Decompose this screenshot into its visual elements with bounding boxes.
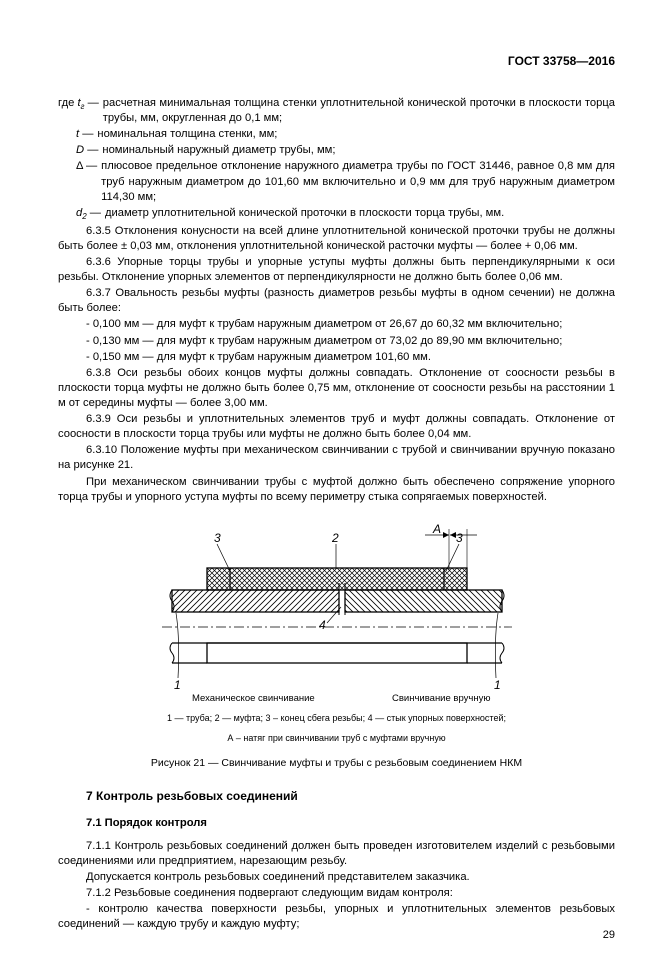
para-636: 6.3.6 Упорные торцы трубы и упорные усту… [58, 255, 615, 285]
standard-header: ГОСТ 33758—2016 [58, 54, 615, 68]
para-637a: - 0,100 мм — для муфт к трубам наружным … [58, 317, 615, 332]
para-637c: - 0,150 мм — для муфт к трубам наружным … [58, 350, 615, 365]
fig-num-3l: 3 [214, 531, 221, 545]
def-sym-4: d2 — [58, 206, 101, 223]
page-number: 29 [603, 929, 615, 941]
section-7-title: 7 Контроль резьбовых соединений [58, 789, 615, 803]
figure-legend-2: А – натяг при свинчивании труб с муфтами… [58, 733, 615, 743]
fig-num-2: 2 [331, 531, 339, 545]
fig-num-4: 4 [319, 618, 326, 632]
definitions-block: где tг —расчетная минимальная толщина ст… [58, 96, 615, 223]
figure-svg: 3 2 3 А 4 1 1 Механическое свинчивание С… [132, 523, 542, 703]
def-txt-1: номинальная толщина стенки, мм; [93, 127, 615, 142]
figure-caption: Рисунок 21 — Свинчивание муфты и трубы с… [58, 757, 615, 769]
body-text: где tг —расчетная минимальная толщина ст… [58, 96, 615, 505]
def-txt-3: плюсовое предельное отклонение наружного… [97, 159, 615, 204]
figure-21: 3 2 3 А 4 1 1 Механическое свинчивание С… [58, 523, 615, 769]
def-txt-4: диаметр уплотнительной конической проточ… [101, 206, 615, 223]
para-639: 6.3.9 Оси резьбы и уплотнительных элемен… [58, 412, 615, 442]
section-7-body: 7.1.1 Контроль резьбовых соединений долж… [58, 839, 615, 933]
para-638: 6.3.8 Оси резьбы обоих концов муфты долж… [58, 366, 615, 411]
def-sym-1: t — [58, 127, 93, 142]
fig-label-right: Свинчивание вручную [392, 693, 490, 703]
para-711b: Допускается контроль резьбовых соединени… [58, 870, 615, 885]
def-sym-0: где tг — [58, 96, 99, 126]
def-txt-2: номинальный наружный диаметр трубы, мм; [98, 143, 615, 158]
fig-num-1r: 1 [494, 678, 501, 692]
para-6310: 6.3.10 Положение муфты при механическом … [58, 443, 615, 473]
para-637: 6.3.7 Овальность резьбы муфты (разность … [58, 286, 615, 316]
figure-legend-1: 1 — труба; 2 — муфта; 3 – конец сбега ре… [58, 713, 615, 723]
para-712a: - контролю качества поверхности резьбы, … [58, 902, 615, 932]
def-txt-0: расчетная минимальная толщина стенки упл… [99, 96, 615, 126]
def-sym-2: D — [58, 143, 98, 158]
para-711: 7.1.1 Контроль резьбовых соединений долж… [58, 839, 615, 869]
para-712: 7.1.2 Резьбовые соединения подвергают сл… [58, 886, 615, 901]
def-sym-3: Δ — [58, 159, 97, 204]
para-637b: - 0,130 мм — для муфт к трубам наружным … [58, 334, 615, 349]
para-635: 6.3.5 Отклонения конусности на всей длин… [58, 224, 615, 254]
section-71-title: 7.1 Порядок контроля [58, 817, 615, 829]
para-mech: При механическом свинчивании трубы с муф… [58, 475, 615, 505]
fig-num-1l: 1 [174, 678, 181, 692]
fig-A: А [432, 523, 441, 536]
fig-num-3r: 3 [456, 531, 463, 545]
fig-label-left: Механическое свинчивание [192, 693, 315, 703]
